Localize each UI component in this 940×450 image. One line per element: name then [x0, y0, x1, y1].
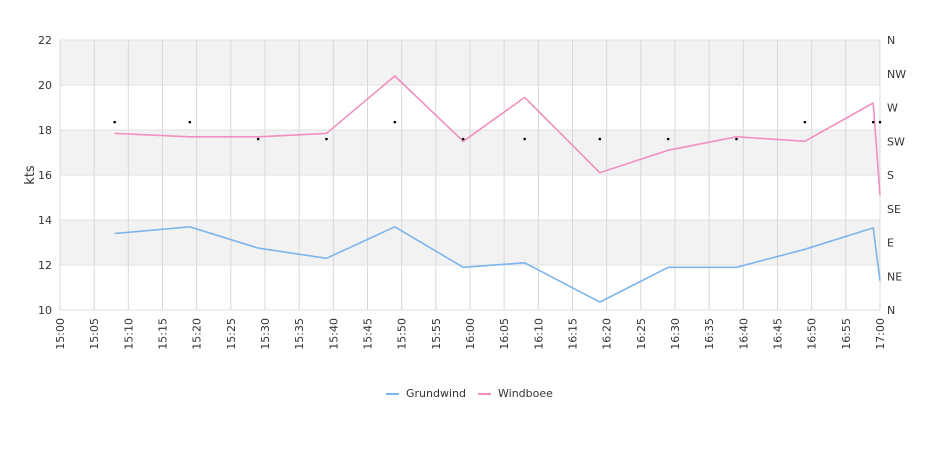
right-axis-ticks: N NE E SE S SW W NW N [887, 34, 906, 317]
y-tick-label: 20 [38, 79, 52, 92]
x-tick-label: 16:05 [498, 318, 511, 350]
x-tick-label: 15:30 [259, 318, 272, 350]
x-tick-label: 15:10 [122, 318, 135, 350]
right-tick-label: S [887, 169, 894, 182]
x-tick-label: 15:35 [293, 318, 306, 350]
right-tick-label: SW [887, 135, 905, 148]
x-tick-label: 15:40 [327, 318, 340, 350]
legend-item-grundwind[interactable]: Grundwind [386, 387, 466, 400]
right-tick-label: NW [887, 68, 906, 81]
x-tick-label: 16:00 [464, 318, 477, 350]
y-tick-label: 12 [38, 259, 52, 272]
right-tick-label: SE [887, 203, 901, 216]
x-tick-label: 16:15 [567, 318, 580, 350]
x-axis-ticks: 15:00 15:05 15:10 15:15 15:20 15:25 15:30 15:35… [54, 318, 887, 350]
y-tick-label: 10 [38, 304, 52, 317]
direction-marker [803, 120, 807, 124]
right-tick-label: N [887, 34, 895, 47]
x-tick-label: 15:45 [362, 318, 375, 350]
x-tick-label: 15:15 [157, 318, 170, 350]
x-tick-label: 17:00 [874, 318, 887, 350]
x-tick-label: 15:50 [396, 318, 409, 350]
x-tick-label: 15:55 [430, 318, 443, 350]
y-tick-label: 14 [38, 214, 52, 227]
x-tick-label: 16:45 [772, 318, 785, 350]
x-tick-label: 16:20 [601, 318, 614, 350]
horizontal-gridlines [60, 39, 880, 311]
legend-label: Windboee [498, 387, 553, 400]
y-tick-label: 18 [38, 124, 52, 137]
direction-marker [188, 120, 192, 124]
y-tick-label: 22 [38, 34, 52, 47]
legend-item-windboee[interactable]: Windboee [478, 387, 553, 400]
direction-marker [325, 137, 328, 141]
right-tick-label: E [887, 237, 894, 250]
series-lines [114, 75, 881, 303]
x-tick-label: 15:20 [191, 318, 204, 350]
x-tick-label: 16:30 [669, 318, 682, 350]
direction-marker [735, 137, 738, 141]
right-tick-label: W [887, 102, 898, 115]
direction-marker [461, 137, 465, 141]
x-tick-label: 16:25 [635, 318, 648, 350]
x-tick-label: 16:55 [840, 318, 853, 350]
y-axis-ticks: 10 12 14 16 18 20 22 [38, 34, 52, 317]
direction-marker [871, 120, 875, 124]
y-tick-label: 16 [38, 169, 52, 182]
x-tick-label: 15:25 [225, 318, 238, 350]
y-axis-label: kts [23, 165, 38, 185]
legend-label: Grundwind [406, 387, 466, 400]
x-tick-label: 16:10 [532, 318, 545, 350]
x-tick-label: 16:50 [806, 318, 819, 350]
right-tick-label: N [887, 304, 895, 317]
direction-marker [598, 137, 602, 141]
x-tick-label: 16:35 [703, 318, 716, 350]
direction-marks [113, 120, 882, 141]
direction-marker [393, 120, 397, 124]
direction-marker [256, 137, 260, 141]
direction-marker [113, 120, 116, 124]
direction-marker [666, 137, 670, 141]
right-tick-label: NE [887, 270, 902, 283]
direction-marker [878, 120, 882, 124]
direction-marker [523, 137, 526, 141]
series-line-windboee [114, 75, 881, 196]
series-line-grundwind [114, 226, 881, 303]
x-tick-label: 15:05 [88, 318, 101, 350]
legend[interactable]: Grundwind Windboee [386, 387, 553, 400]
x-tick-label: 15:00 [54, 318, 67, 350]
x-tick-label: 16:40 [737, 318, 750, 350]
